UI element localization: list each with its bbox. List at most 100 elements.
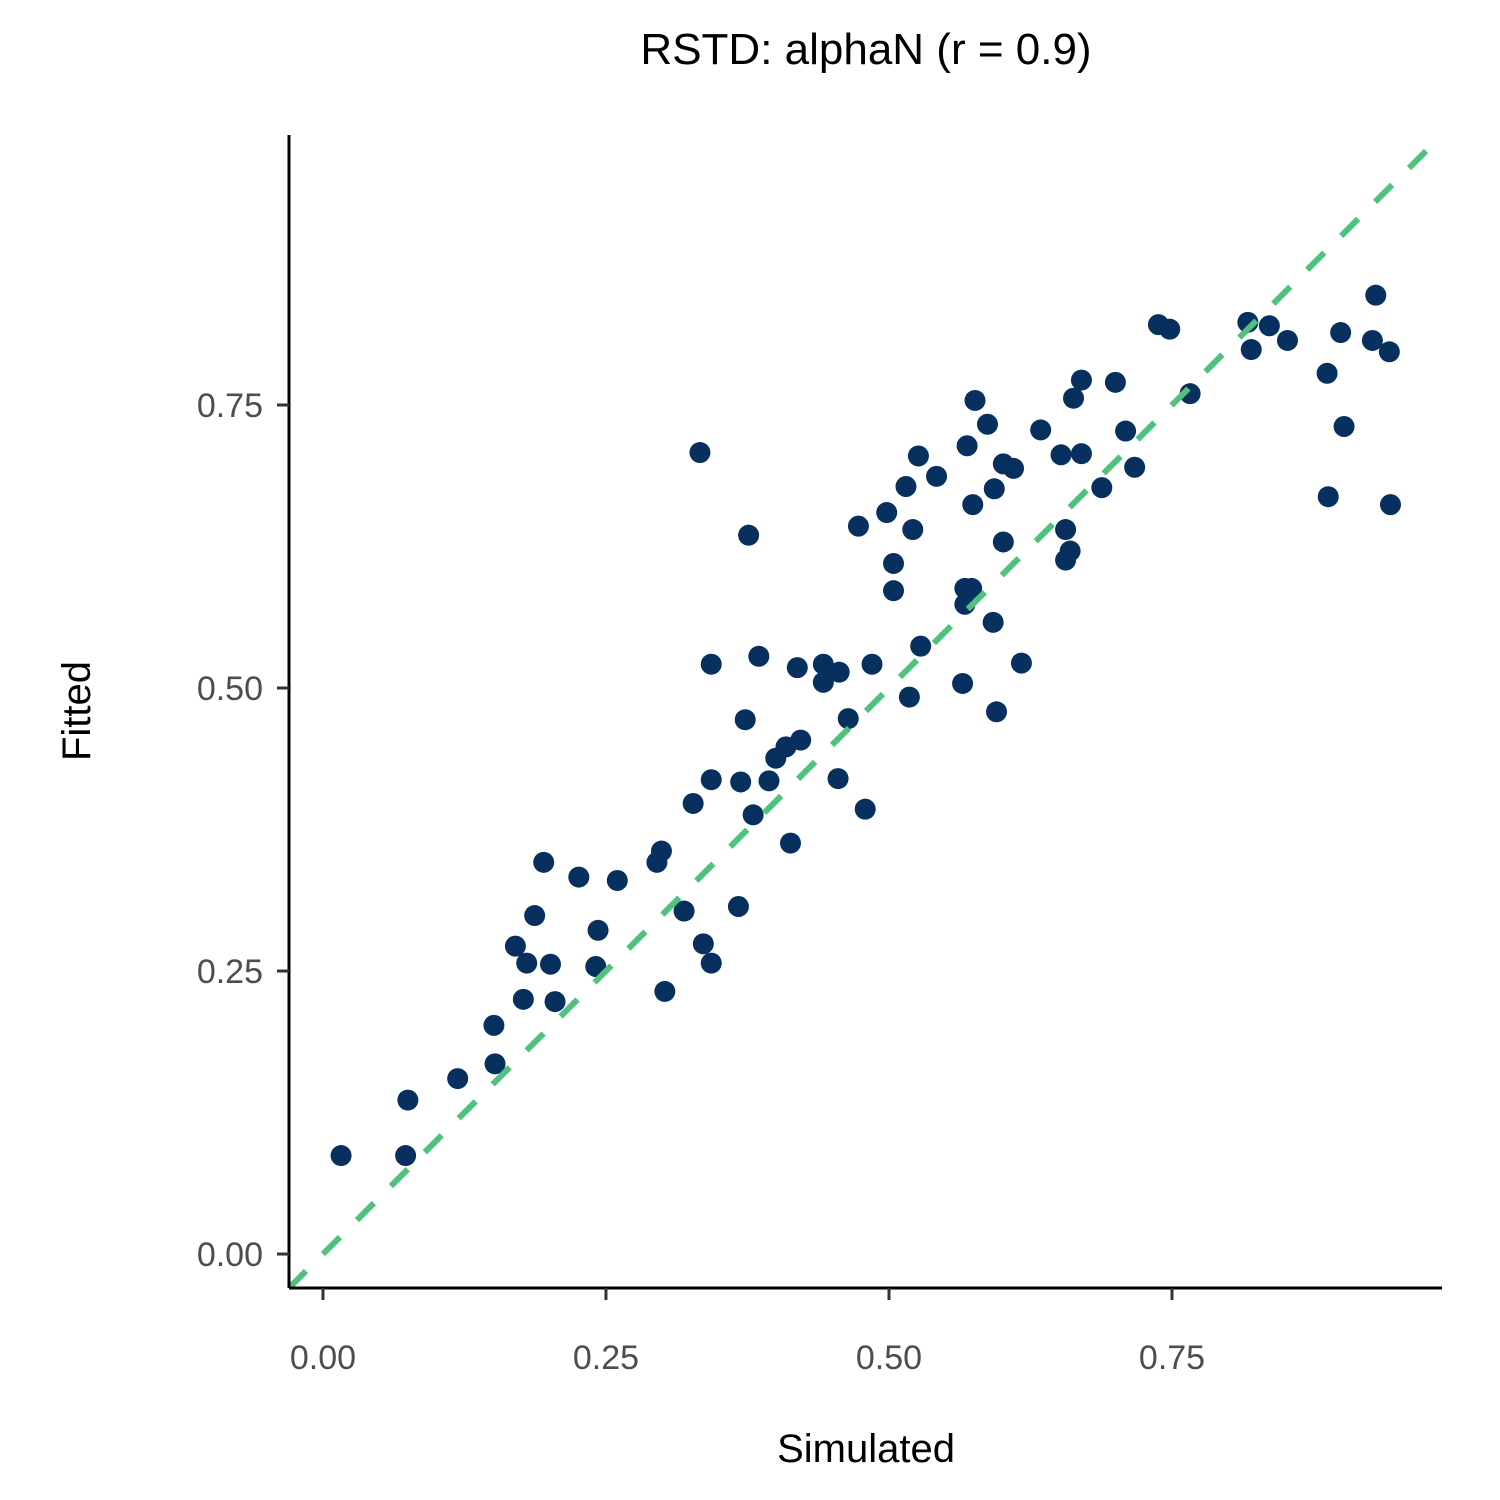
data-point xyxy=(512,988,534,1010)
data-point xyxy=(1317,486,1339,508)
chart-title: RSTD: alphaN (r = 0.9) xyxy=(640,25,1091,74)
data-point xyxy=(516,952,538,974)
data-point xyxy=(854,798,876,820)
data-point xyxy=(1316,362,1338,384)
data-point xyxy=(780,832,802,854)
data-point xyxy=(982,611,1004,633)
data-point xyxy=(533,851,555,873)
data-point xyxy=(1365,284,1387,306)
data-point xyxy=(734,709,756,731)
plot-area xyxy=(286,132,1445,1291)
data-point xyxy=(748,645,770,667)
data-point xyxy=(1003,457,1025,479)
y-tick-label: 0.25 xyxy=(197,953,263,991)
data-point xyxy=(447,1068,469,1090)
data-point xyxy=(1258,315,1280,337)
data-point xyxy=(1159,318,1181,340)
data-point xyxy=(524,905,546,927)
data-point xyxy=(700,952,722,974)
data-point xyxy=(1333,416,1355,438)
data-point xyxy=(976,413,998,435)
data-point xyxy=(654,980,676,1002)
data-point xyxy=(692,933,714,955)
data-point xyxy=(837,708,859,730)
data-point xyxy=(504,935,526,957)
data-point xyxy=(606,869,628,891)
y-tick-label: 0.75 xyxy=(197,387,263,425)
data-point xyxy=(1361,329,1383,351)
data-point xyxy=(650,840,672,862)
data-point xyxy=(926,465,948,487)
data-point xyxy=(1379,494,1401,516)
data-point xyxy=(330,1145,352,1167)
data-point xyxy=(544,991,566,1013)
data-point xyxy=(1070,369,1092,391)
data-point xyxy=(952,672,974,694)
data-point xyxy=(682,792,704,814)
data-point xyxy=(962,494,984,516)
data-point xyxy=(790,729,812,751)
data-point xyxy=(673,900,695,922)
data-point xyxy=(1010,652,1032,674)
data-point xyxy=(738,524,760,546)
data-point xyxy=(1240,339,1262,361)
data-point xyxy=(484,1053,506,1075)
data-point xyxy=(883,580,905,602)
data-point xyxy=(983,478,1005,500)
data-point xyxy=(395,1145,417,1167)
data-point xyxy=(812,653,834,675)
data-point xyxy=(1091,477,1113,499)
data-point xyxy=(786,657,808,679)
data-point xyxy=(742,804,764,826)
x-axis-title: Simulated xyxy=(777,1427,955,1471)
x-tick-label: 0.50 xyxy=(856,1339,922,1377)
data-point xyxy=(910,635,932,657)
data-point xyxy=(1055,519,1077,541)
data-point xyxy=(700,653,722,675)
data-point xyxy=(1030,419,1052,441)
identity-reference-line xyxy=(286,132,1445,1291)
data-point xyxy=(812,671,834,693)
data-point xyxy=(689,442,711,464)
data-point xyxy=(907,445,929,467)
data-point xyxy=(861,653,883,675)
data-point xyxy=(883,552,905,574)
data-point xyxy=(1330,322,1352,344)
data-point xyxy=(898,686,920,708)
x-axis-ticks: 0.00 0.25 0.50 0.75 xyxy=(290,1288,1205,1377)
data-point xyxy=(1104,371,1126,393)
data-point xyxy=(758,770,780,792)
y-tick-label: 0.50 xyxy=(197,670,263,708)
data-point xyxy=(397,1089,419,1111)
data-point xyxy=(1050,444,1072,466)
data-point xyxy=(986,701,1008,723)
data-point xyxy=(992,531,1014,553)
y-axis-title: Fitted xyxy=(55,661,99,761)
data-point xyxy=(483,1014,505,1036)
data-point xyxy=(895,476,917,498)
data-point xyxy=(700,769,722,791)
data-point xyxy=(876,502,898,524)
data-point xyxy=(568,866,590,888)
data-point xyxy=(1115,420,1137,442)
data-point xyxy=(727,895,749,917)
data-point xyxy=(1378,341,1400,363)
data-point xyxy=(587,919,609,941)
y-tick-label: 0.00 xyxy=(197,1236,263,1274)
data-point xyxy=(847,515,869,537)
data-point xyxy=(1124,456,1146,478)
data-point xyxy=(730,771,752,793)
data-point xyxy=(902,519,924,541)
data-point xyxy=(1063,387,1085,409)
x-tick-label: 0.25 xyxy=(573,1339,639,1377)
data-point xyxy=(1059,540,1081,562)
data-point xyxy=(964,389,986,411)
data-point xyxy=(1070,443,1092,465)
data-point xyxy=(956,435,978,457)
data-point xyxy=(540,953,562,975)
data-point xyxy=(961,577,983,599)
data-point xyxy=(828,661,850,683)
x-tick-label: 0.75 xyxy=(1139,1339,1205,1377)
data-point xyxy=(827,768,849,790)
